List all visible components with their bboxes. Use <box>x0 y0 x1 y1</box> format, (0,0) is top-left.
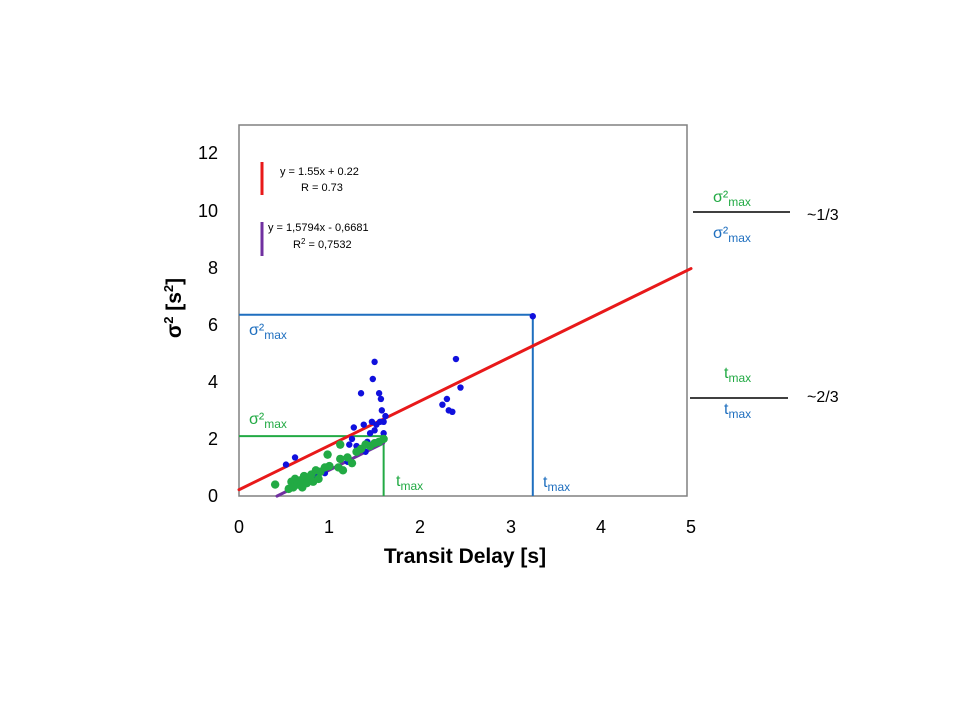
blue-point-21 <box>375 390 383 397</box>
blue-sigma-max-base: σ² <box>249 322 265 339</box>
blue-point-23 <box>377 395 385 403</box>
y-axis-title-mid: [s <box>163 292 186 317</box>
red-fit-line <box>237 267 693 492</box>
green-sigma-max-base: σ² <box>249 411 265 428</box>
t-ratio-denominator-sub: max <box>728 407 751 421</box>
green-sigma-max-sub: max <box>264 417 287 431</box>
green-point-20 <box>336 454 345 464</box>
blue-point-8 <box>350 424 358 431</box>
sigma-ratio-denominator-sub: max <box>728 231 751 245</box>
green-point-14 <box>314 474 323 484</box>
green-point-22 <box>343 453 352 462</box>
legend-purple-equation: y = 1,5794x - 0,6681 <box>268 222 369 234</box>
sigma-ratio-approx: ~1/3 <box>807 207 839 224</box>
x-tick-label-1: 1 <box>324 517 334 537</box>
data-points <box>270 313 536 494</box>
blue-t-max-base: t <box>543 474 548 491</box>
x-tick-label-0: 0 <box>234 517 244 537</box>
blue-point-32 <box>452 355 460 363</box>
legend-purple-r-base: R <box>293 239 301 251</box>
plot-area <box>238 124 688 497</box>
green-t-max-label: tmax <box>396 473 423 493</box>
x-tick-labels: 0 1 2 3 4 5 <box>234 517 696 537</box>
blue-point-11 <box>360 421 367 428</box>
blue-point-33 <box>457 384 464 391</box>
x-tick-label-2: 2 <box>415 517 425 537</box>
legend-purple-r: R2 = 0,7532 <box>293 237 352 251</box>
blue-t-max-label: tmax <box>543 474 570 494</box>
x-axis-title: Transit Delay [s] <box>384 545 546 568</box>
blue-point-17 <box>371 358 378 366</box>
x-tick-label-4: 4 <box>596 517 606 537</box>
y-axis-title-end: ] <box>163 278 186 285</box>
blue-point-16 <box>369 375 376 383</box>
legend: y = 1.55x + 0.22 R = 0.73 y = 1,5794x - … <box>260 162 369 256</box>
y-axis-title-sigma: σ <box>163 324 186 338</box>
sigma-ratio-numerator: σ²max <box>713 189 751 209</box>
green-sigma-max-label: σ²max <box>249 411 287 431</box>
blue-point-34 <box>529 313 536 320</box>
green-point-23 <box>347 458 357 468</box>
blue-point-1 <box>291 454 299 461</box>
blue-t-max-sub: max <box>547 480 570 494</box>
y-axis-title-sup1: 2 <box>161 317 176 324</box>
green-t-max-base: t <box>396 473 401 490</box>
blue-point-25 <box>380 430 387 437</box>
blue-point-29 <box>443 395 451 403</box>
green-point-30 <box>379 434 388 444</box>
blue-point-18 <box>371 427 378 434</box>
legend-red-r: R = 0.73 <box>301 182 343 194</box>
blue-point-6 <box>346 441 353 448</box>
y-tick-label-10: 10 <box>198 201 218 221</box>
sigma-ratio-numerator-base: σ² <box>713 189 729 206</box>
blue-point-7 <box>348 435 356 443</box>
green-point-17 <box>325 461 334 471</box>
sigma-ratio: σ²max σ²max ~1/3 <box>693 189 839 245</box>
sigma-ratio-numerator-sub: max <box>728 195 751 209</box>
blue-point-10 <box>357 390 365 397</box>
blue-point-24 <box>378 407 386 414</box>
y-axis-title-sup2: 2 <box>161 285 176 292</box>
t-ratio-numerator: tmax <box>724 365 751 385</box>
y-axis-title: σ2 [s2] <box>161 278 186 338</box>
blue-point-27 <box>382 412 389 420</box>
blue-point-28 <box>439 401 446 408</box>
y-tick-label-12: 12 <box>198 143 218 163</box>
y-tick-labels: 0 2 4 6 8 10 12 <box>198 143 218 506</box>
t-ratio-denominator-base: t <box>724 401 729 418</box>
legend-purple-r-value: = 0,7532 <box>305 239 351 251</box>
blue-sigma-max-sub: max <box>264 328 287 342</box>
t-ratio-numerator-sub: max <box>728 371 751 385</box>
sigma-ratio-denominator: σ²max <box>713 225 751 245</box>
x-tick-label-3: 3 <box>506 517 516 537</box>
y-tick-label-0: 0 <box>208 486 218 506</box>
green-point-18 <box>323 450 332 459</box>
t-ratio-numerator-base: t <box>724 365 729 382</box>
blue-point-31 <box>449 408 456 416</box>
y-tick-label-6: 6 <box>208 315 218 335</box>
green-point-0 <box>270 480 280 489</box>
t-ratio-approx: ~2/3 <box>807 389 839 406</box>
y-tick-label-2: 2 <box>208 429 218 449</box>
y-tick-label-8: 8 <box>208 258 218 278</box>
blue-sigma-max-label: σ²max <box>249 322 287 342</box>
fit-lines <box>237 267 693 498</box>
blue-point-26 <box>380 418 387 425</box>
green-point-31 <box>336 440 345 449</box>
legend-purple-r-sup: 2 <box>301 237 306 246</box>
t-ratio: tmax tmax ~2/3 <box>690 365 839 421</box>
sigma-ratio-denominator-base: σ² <box>713 225 729 242</box>
t-ratio-denominator: tmax <box>724 401 751 421</box>
blue-point-0 <box>282 461 290 468</box>
legend-red-equation: y = 1.55x + 0.22 <box>280 166 359 178</box>
x-tick-label-5: 5 <box>686 517 696 537</box>
green-point-21 <box>338 466 348 475</box>
y-tick-label-4: 4 <box>208 372 218 392</box>
green-t-max-sub: max <box>400 479 423 493</box>
